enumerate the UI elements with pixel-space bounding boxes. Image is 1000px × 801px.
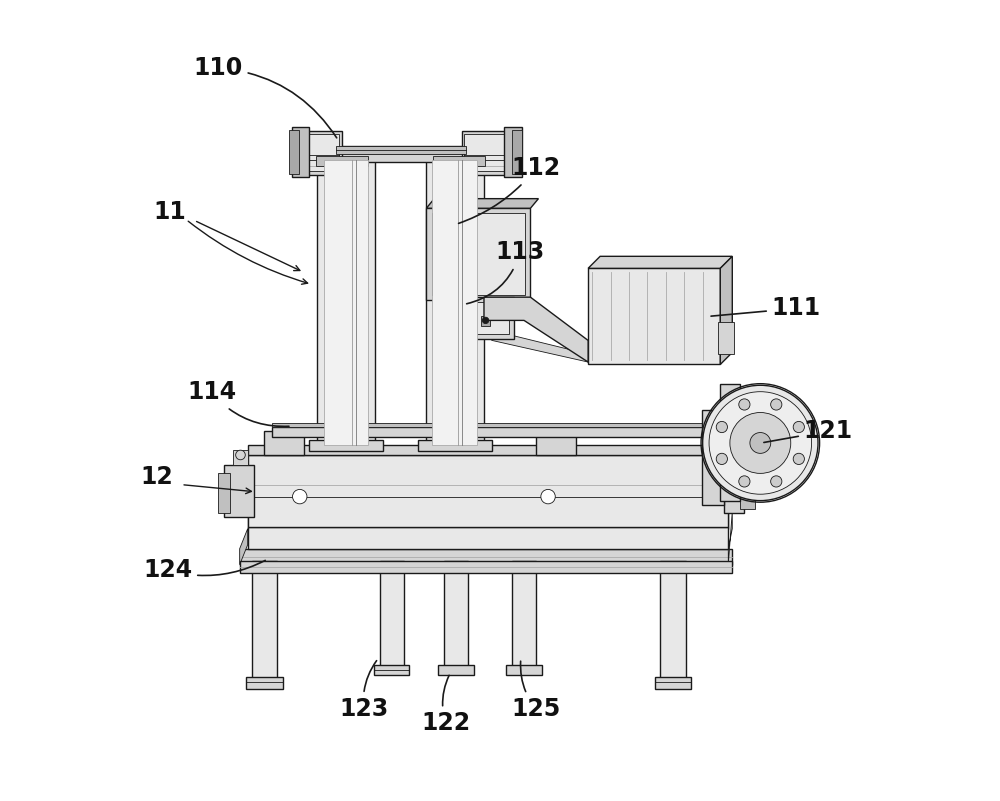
Bar bbox=[432, 213, 525, 295]
Bar bbox=[248, 527, 728, 549]
Bar bbox=[468, 297, 514, 339]
Circle shape bbox=[716, 421, 727, 433]
Bar bbox=[506, 665, 542, 675]
Bar bbox=[655, 677, 691, 689]
Bar bbox=[740, 469, 755, 509]
Bar bbox=[464, 134, 504, 171]
Bar bbox=[433, 156, 485, 166]
Bar bbox=[246, 677, 283, 689]
Bar bbox=[444, 561, 468, 669]
Circle shape bbox=[771, 476, 782, 487]
Bar bbox=[272, 427, 728, 437]
Bar bbox=[316, 156, 368, 166]
Bar bbox=[473, 302, 509, 334]
Text: 123: 123 bbox=[339, 661, 388, 721]
Circle shape bbox=[703, 385, 818, 501]
Text: 125: 125 bbox=[511, 661, 561, 721]
Bar bbox=[289, 130, 299, 174]
Polygon shape bbox=[720, 256, 732, 364]
Bar bbox=[481, 316, 490, 326]
Bar bbox=[462, 131, 508, 175]
Text: 124: 124 bbox=[143, 558, 265, 582]
Polygon shape bbox=[248, 445, 732, 455]
Bar bbox=[233, 450, 248, 465]
Polygon shape bbox=[240, 529, 248, 565]
Bar bbox=[426, 208, 530, 300]
Bar bbox=[536, 431, 576, 455]
Bar bbox=[438, 665, 474, 675]
Text: 121: 121 bbox=[764, 419, 853, 443]
Circle shape bbox=[739, 476, 750, 487]
Bar bbox=[336, 146, 466, 154]
Bar bbox=[252, 561, 277, 681]
Polygon shape bbox=[484, 332, 588, 362]
Bar bbox=[374, 665, 409, 675]
Bar bbox=[720, 384, 740, 501]
Bar bbox=[224, 465, 254, 517]
Bar bbox=[292, 127, 309, 177]
Circle shape bbox=[293, 489, 307, 504]
Polygon shape bbox=[426, 199, 538, 208]
Bar bbox=[308, 146, 496, 162]
Text: 122: 122 bbox=[421, 675, 470, 735]
Bar bbox=[218, 473, 230, 513]
Circle shape bbox=[236, 450, 245, 460]
Bar bbox=[504, 127, 522, 177]
Circle shape bbox=[541, 489, 555, 504]
Circle shape bbox=[482, 317, 489, 324]
Circle shape bbox=[771, 399, 782, 410]
Bar bbox=[660, 561, 686, 681]
Text: 112: 112 bbox=[459, 156, 561, 223]
Bar bbox=[240, 561, 732, 573]
Bar bbox=[724, 465, 744, 513]
Bar bbox=[296, 131, 342, 175]
Text: 111: 111 bbox=[711, 296, 821, 320]
Bar bbox=[324, 160, 368, 445]
Text: 11: 11 bbox=[154, 200, 186, 224]
Text: 113: 113 bbox=[467, 240, 545, 304]
Polygon shape bbox=[484, 297, 588, 362]
Bar bbox=[309, 440, 383, 451]
Text: 12: 12 bbox=[141, 465, 174, 489]
Bar bbox=[702, 410, 724, 505]
Bar bbox=[432, 160, 477, 445]
Bar bbox=[240, 549, 732, 565]
Circle shape bbox=[750, 433, 771, 453]
Polygon shape bbox=[588, 256, 732, 268]
Bar bbox=[426, 160, 484, 445]
Bar bbox=[512, 130, 522, 174]
Bar bbox=[718, 322, 734, 354]
Circle shape bbox=[793, 453, 804, 465]
Bar bbox=[418, 440, 492, 451]
Circle shape bbox=[709, 392, 812, 494]
Text: 110: 110 bbox=[193, 56, 337, 138]
Bar bbox=[264, 431, 304, 455]
Bar bbox=[588, 268, 720, 364]
Bar bbox=[272, 423, 728, 427]
Polygon shape bbox=[728, 511, 732, 565]
Circle shape bbox=[730, 413, 791, 473]
Bar bbox=[248, 455, 728, 527]
Text: 114: 114 bbox=[187, 380, 289, 426]
Bar bbox=[299, 134, 339, 171]
Bar bbox=[512, 561, 536, 669]
Bar bbox=[317, 160, 375, 445]
Bar bbox=[248, 511, 728, 529]
Circle shape bbox=[739, 399, 750, 410]
Circle shape bbox=[716, 453, 727, 465]
Bar bbox=[380, 561, 404, 669]
Circle shape bbox=[793, 421, 804, 433]
